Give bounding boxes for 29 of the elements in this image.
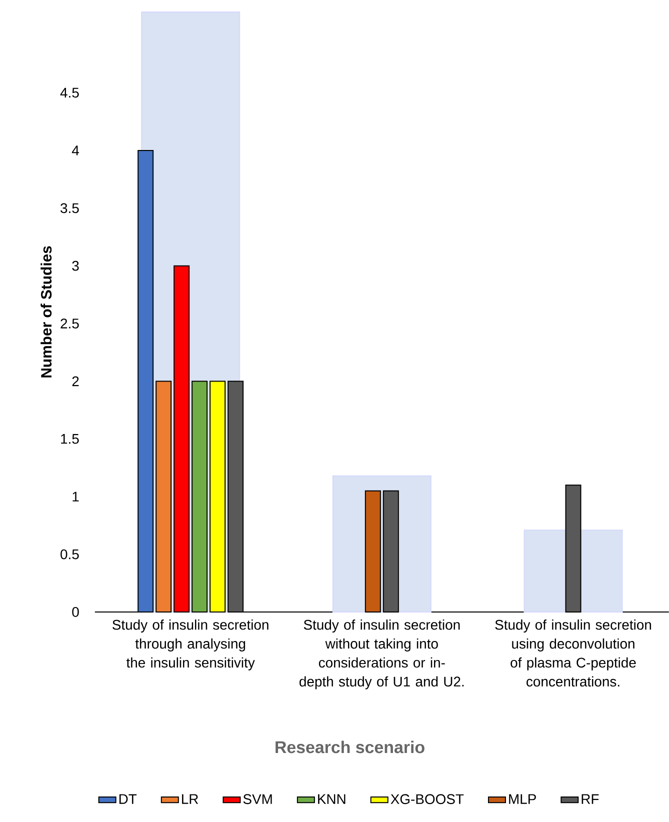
x-tick-label: Study of insulin secretion through analysing the insulin sensitivity (112, 620, 268, 670)
legend-label: DT (120, 794, 137, 804)
legend-label: RF (582, 794, 599, 804)
y-tick-label: 4.5 (60, 88, 79, 98)
bar (174, 265, 190, 612)
y-tick-label: 3 (72, 260, 79, 271)
y-tick-label: 2 (72, 376, 79, 386)
bar (210, 380, 226, 612)
y-tick-label: 4 (72, 146, 80, 156)
bar (382, 490, 399, 612)
legend-label: KNN (318, 794, 346, 804)
x-tick-label: Study of insulin secretion using deconvolution of plasma C-peptide concentrations. (495, 620, 652, 687)
legend-label: LR (182, 794, 198, 804)
y-tick-label: 0 (72, 607, 79, 617)
y-tick-label: 0.5 (60, 549, 79, 560)
bar (192, 380, 208, 612)
y-tick-label: 1 (72, 492, 79, 502)
legend-label: XG-BOOST (390, 794, 464, 804)
bar (364, 490, 381, 612)
y-tick-label: 2.5 (60, 318, 79, 328)
bar (565, 484, 582, 612)
legend-label: MLP (509, 794, 536, 804)
y-tick-label: 1.5 (61, 434, 79, 444)
y-axis-title: Number of Studies (40, 246, 52, 378)
bar (156, 380, 172, 612)
legend-label: SVM (243, 794, 272, 804)
x-axis-title: Research scenario (276, 740, 424, 754)
y-tick-label: 3.5 (60, 203, 79, 214)
x-tick-label: Study of insulin secretion without taking into considerations or in-depth study of U1 and U2. (300, 620, 464, 690)
